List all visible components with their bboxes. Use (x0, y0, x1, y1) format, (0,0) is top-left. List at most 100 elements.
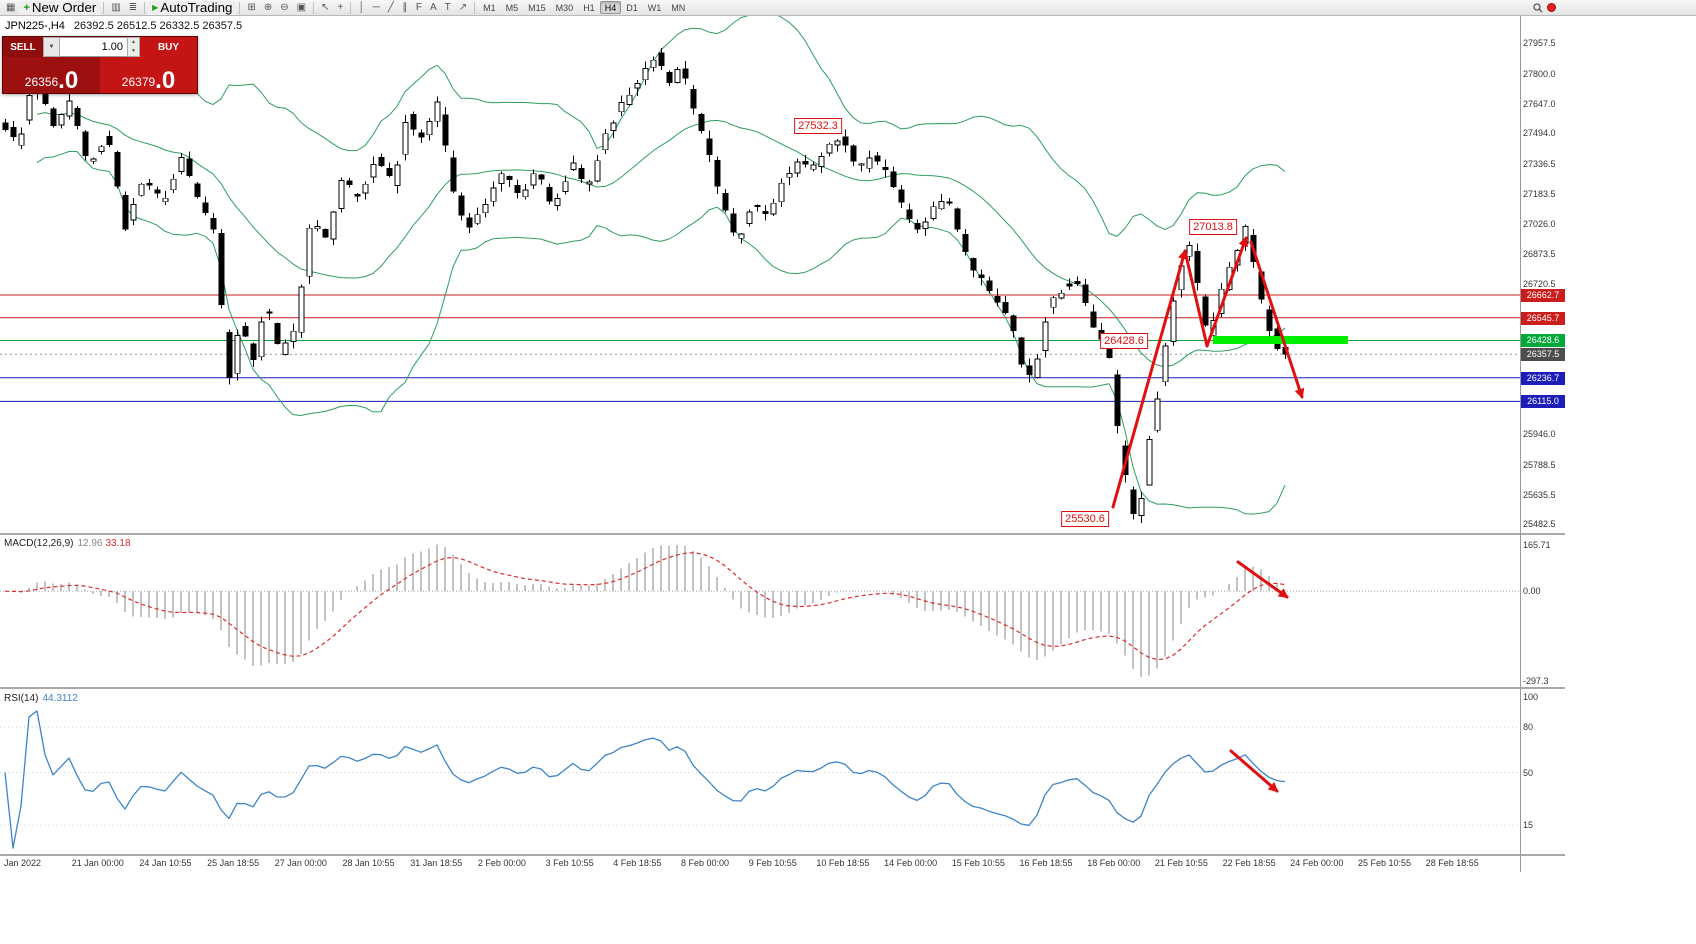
price-annotation[interactable]: 27013.8 (1189, 219, 1237, 235)
price-tick: 15 (1523, 820, 1534, 831)
record-indicator-icon[interactable] (1547, 3, 1556, 12)
price-tick: 27026.0 (1523, 219, 1556, 230)
price-line-label: 26357.5 (1521, 348, 1565, 362)
timeframe-d1[interactable]: D1 (626, 2, 638, 13)
time-label: 8 Feb 00:00 (681, 858, 730, 868)
new-order-button[interactable]: + New Order (19, 0, 101, 15)
zoom-out-icon[interactable]: ⊖ (280, 1, 289, 13)
toolbar-separator (313, 1, 315, 14)
sell-button[interactable]: SELL (3, 37, 43, 57)
crosshair-icon[interactable]: + (337, 1, 344, 13)
chart-window-icon[interactable]: ▦ (6, 1, 16, 13)
buy-price[interactable]: 26379.0 (100, 57, 197, 93)
one-click-trading-panel: SELL ▼ 1.00 ▲ ▼ BUY 26356.0 26379.0 (2, 36, 198, 94)
price-tick: -297.3 (1523, 676, 1549, 686)
timeframe-m30[interactable]: M30 (555, 2, 574, 13)
price-tick: 27183.5 (1523, 188, 1556, 199)
timeframe-mn[interactable]: MN (671, 2, 686, 13)
panel-separator[interactable] (0, 687, 1565, 689)
price-tick: 27800.0 (1523, 68, 1556, 79)
chart-list-icon[interactable]: ≣ (128, 1, 138, 13)
timeframe-h4[interactable]: H4 (599, 1, 622, 14)
price-tick: 50 (1523, 767, 1534, 778)
pointer-buttons-group: ↖ + (317, 1, 347, 15)
price-tick: 27957.5 (1523, 38, 1556, 49)
price-scale-separator[interactable] (1520, 16, 1521, 872)
toolbar-separator (350, 1, 352, 14)
timeframe-w1[interactable]: W1 (647, 2, 662, 13)
ohlc-readout: 26392.5 26512.5 26332.5 26357.5 (73, 20, 243, 32)
price-line-label: 26115.0 (1521, 395, 1565, 409)
view-buttons-group: ⊞ ⊕ ⊖ ▣ (243, 1, 310, 15)
rsi-panel[interactable] (0, 689, 1520, 854)
timeframe-m5[interactable]: M5 (505, 2, 519, 13)
horizontal-line-icon[interactable]: ─ (372, 1, 380, 13)
price-tick: 27647.0 (1523, 98, 1556, 109)
fibonacci-icon[interactable]: F (415, 1, 422, 13)
price-line-label: 26545.7 (1521, 311, 1565, 325)
price-tick: 25482.5 (1523, 519, 1556, 530)
price-tick: 80 (1523, 722, 1534, 733)
price-tick: 25946.0 (1523, 429, 1556, 440)
price-scale[interactable]: 27957.5 27800.0 27647.0 27494.0 27336.5 27183… (1521, 0, 1565, 944)
trendline-icon[interactable]: ╱ (387, 1, 394, 13)
volume-stepper: ▲ ▼ (127, 37, 140, 57)
price-tick: 26873.5 (1523, 248, 1556, 259)
volume-down-button[interactable]: ▼ (131, 48, 136, 54)
time-label: 31 Jan 18:55 (410, 858, 463, 868)
toolbar-separator (103, 1, 105, 14)
price-annotation[interactable]: 25530.6 (1061, 511, 1109, 527)
plus-icon: + (23, 1, 30, 14)
time-label: 14 Feb 00:00 (884, 858, 938, 868)
time-label: 24 Feb 00:00 (1290, 858, 1344, 868)
timeframe-m15[interactable]: M15 (528, 2, 546, 13)
label-icon[interactable]: T (444, 1, 451, 13)
drawing-tools-group: │ ─ ╱ ∥ F A T ↗ (354, 1, 471, 15)
time-label: Jan 2022 (4, 858, 42, 868)
channel-icon[interactable]: ∥ (402, 1, 408, 13)
sell-price[interactable]: 26356.0 (3, 57, 100, 93)
price-tick: 0.00 (1523, 586, 1541, 597)
arrows-icon[interactable]: ↗ (458, 1, 468, 13)
buy-button[interactable]: BUY (140, 37, 197, 57)
green-level-bar[interactable] (1213, 336, 1348, 345)
time-label: 4 Feb 18:55 (613, 858, 662, 868)
vertical-line-icon[interactable]: │ (358, 1, 365, 13)
timeframe-h1[interactable]: H1 (583, 2, 595, 13)
time-label: 27 Jan 00:00 (274, 858, 327, 868)
price-chart[interactable] (0, 16, 1520, 533)
volume-input[interactable]: 1.00 (60, 37, 127, 57)
search-icon[interactable] (1529, 1, 1547, 15)
panel-separator[interactable] (0, 533, 1565, 535)
price-line-label: 26662.7 (1521, 288, 1565, 302)
play-icon: ▶ (152, 2, 159, 12)
toolbar-separator (144, 1, 146, 14)
chevron-down-icon: ▼ (48, 44, 55, 50)
cursor-icon[interactable]: ↖ (321, 1, 330, 13)
tile-windows-icon[interactable]: ▣ (296, 1, 307, 13)
time-label: 21 Feb 10:55 (1154, 858, 1208, 868)
time-label: 15 Feb 10:55 (951, 858, 1005, 868)
time-label: 21 Jan 00:00 (71, 858, 124, 868)
macd-panel[interactable] (0, 535, 1520, 687)
rsi-label: RSI(14) 44.3112 (4, 693, 78, 704)
time-label: 25 Feb 10:55 (1358, 858, 1412, 868)
price-tick: 100 (1523, 692, 1539, 702)
time-axis[interactable]: Jan 2022 21 Jan 00:00 24 Jan 10:55 25 Jan 1… (0, 856, 1520, 872)
volume-up-button[interactable]: ▲ (131, 39, 136, 45)
price-tick: 26720.5 (1523, 278, 1556, 289)
zoom-in-icon[interactable]: ⊕ (263, 1, 273, 13)
order-type-dropdown[interactable]: ▼ (43, 37, 60, 57)
time-label: 28 Jan 10:55 (342, 858, 395, 868)
autotrading-button[interactable]: ▶ AutoTrading (148, 0, 237, 15)
time-label: 9 Feb 10:55 (748, 858, 797, 868)
price-annotation[interactable]: 26428.6 (1100, 333, 1148, 349)
indicators-icon[interactable]: ⊞ (247, 1, 256, 13)
text-icon[interactable]: A (429, 1, 437, 13)
symbol-period: JPN225-,H4 (5, 20, 65, 32)
timeframe-m1[interactable]: M1 (483, 2, 496, 13)
charts-grid-icon[interactable]: ▥ (111, 1, 121, 13)
toolbar-separator (474, 1, 476, 14)
price-annotation[interactable]: 27532.3 (794, 118, 842, 134)
